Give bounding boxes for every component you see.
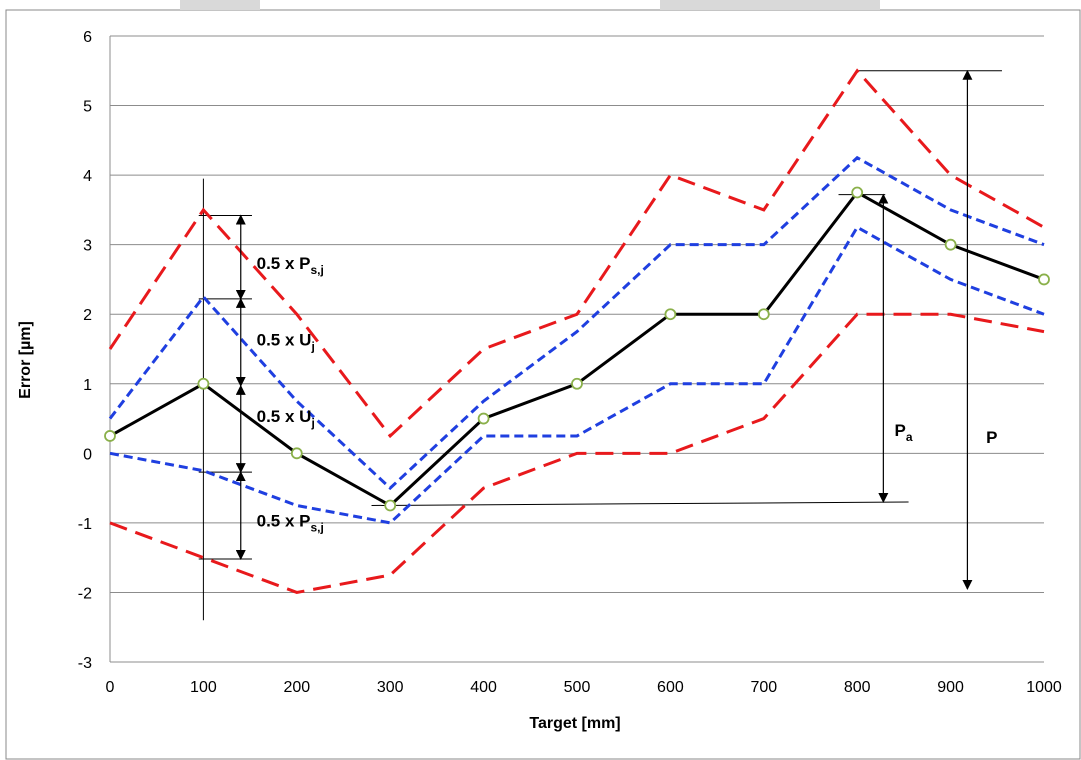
reference-line-pa-low [371,501,909,506]
series-line-5 [109,312,1045,594]
annotation-label: 0.5 x Uj [257,407,315,430]
header-strip-right [660,0,880,10]
x-tick-label: 700 [750,679,777,696]
x-tick-label: 900 [937,679,964,696]
annotation-label: 0.5 x Ps,j [257,511,324,534]
y-axis-title: Error [µm] [17,321,34,399]
data-point [197,377,210,390]
markers-group [104,186,1050,512]
x-tick-label: 600 [657,679,684,696]
annotation-label: 0.5 x Ps,j [257,254,324,277]
series-line-1 [108,68,1045,439]
data-point [571,377,583,390]
x-tick-label: 1000 [1026,679,1062,696]
chart-border [5,9,1081,760]
y-tick-label: 4 [83,168,92,185]
annotation-label: 0.5 x Uj [257,331,315,354]
y-tick-label: 1 [83,377,92,394]
annotation-label: Pa [895,421,913,444]
y-tick-label: -3 [78,655,92,672]
data-point [851,186,864,199]
data-point [664,308,677,321]
y-tick-label: 5 [83,99,92,116]
x-tick-label: 400 [470,679,497,696]
annotations-group: 0.5 x Ps,j 0.5 x Uj 0.5 x Uj 0.5 x Ps,j Pa P [257,254,998,534]
data-point [757,308,770,321]
y-tick-label: 2 [83,307,92,324]
data-point [944,238,957,251]
annotation-label: P [986,428,997,447]
data-point [384,499,397,512]
y-tick-label: -1 [78,516,92,533]
header-strip-left [180,0,260,10]
x-tick-label: 800 [844,679,871,696]
x-tick-label: 200 [283,679,310,696]
x-tick-label: 500 [564,679,591,696]
arrows-group [235,69,973,590]
y-tick-label: 0 [83,446,92,463]
x-axis-title: Target [mm] [529,715,620,732]
y-tick-label: 6 [83,29,92,46]
data-point [1038,273,1050,286]
x-tick-label: 300 [377,679,404,696]
data-point [477,412,490,425]
data-point [290,447,303,460]
x-tick-label: 100 [190,679,217,696]
data-point [104,430,116,442]
tick-labels: -3 -2 -1 0 1 2 3 4 5 6 0 100 200 300 400 500 600 700 800 90… [78,29,1062,696]
y-tick-label: -2 [78,585,92,602]
series-line-2 [108,155,1045,491]
y-tick-label: 3 [83,238,92,255]
x-tick-label: 0 [106,679,115,696]
